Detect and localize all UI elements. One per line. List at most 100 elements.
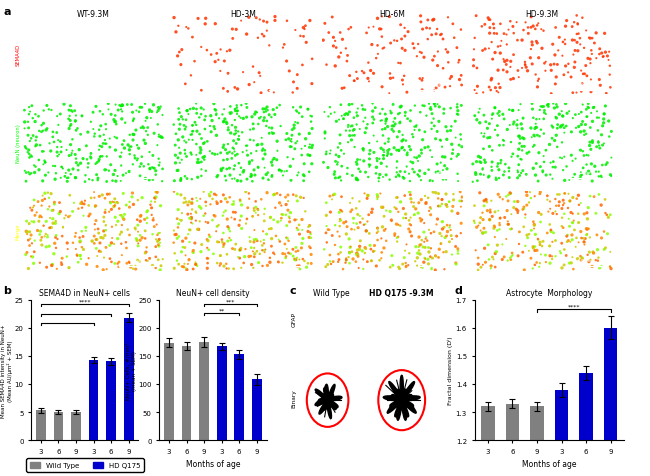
Point (268, 107, 278, 114)
Point (294, 110, 304, 118)
Point (281, 222, 292, 230)
Point (381, 238, 391, 245)
Point (366, 246, 376, 253)
Point (266, 243, 277, 250)
Point (86, 155, 96, 162)
Point (545, 252, 555, 260)
Point (571, 31, 582, 39)
Point (494, 142, 504, 150)
Point (190, 119, 200, 127)
Point (64, 116, 74, 123)
Point (446, 156, 456, 163)
Point (292, 138, 302, 146)
Point (497, 241, 508, 248)
Point (295, 194, 306, 202)
Point (34, 259, 45, 267)
Bar (217, 347, 226, 440)
Point (363, 25, 374, 32)
Point (248, 64, 258, 71)
Point (353, 106, 363, 113)
Point (171, 29, 181, 37)
Point (529, 225, 539, 233)
Point (385, 70, 395, 78)
Point (362, 218, 372, 226)
Point (242, 152, 253, 160)
Point (47, 207, 57, 215)
Point (364, 230, 374, 238)
Point (320, 130, 330, 138)
Point (122, 245, 132, 252)
Point (59, 215, 70, 223)
Point (494, 109, 504, 116)
Point (286, 177, 296, 185)
Point (377, 126, 387, 134)
Point (441, 248, 451, 256)
Point (244, 159, 255, 167)
Point (490, 224, 501, 231)
Point (352, 251, 363, 258)
Point (216, 236, 227, 244)
Point (467, 161, 478, 169)
Point (209, 100, 219, 108)
Point (528, 243, 539, 251)
Point (512, 20, 522, 27)
Point (86, 119, 96, 126)
Point (170, 250, 180, 258)
Point (155, 267, 165, 274)
Point (519, 136, 529, 143)
Point (218, 142, 229, 149)
Point (101, 244, 111, 252)
Point (578, 235, 589, 243)
Point (372, 237, 383, 244)
Point (97, 192, 107, 199)
Point (294, 262, 304, 270)
Point (153, 241, 164, 249)
Point (566, 129, 577, 137)
Point (157, 166, 168, 173)
Point (581, 131, 592, 139)
Legend: Wild Type, HD Q175: Wild Type, HD Q175 (26, 458, 144, 472)
Point (410, 211, 420, 219)
Point (539, 130, 549, 138)
Point (128, 131, 138, 139)
Point (235, 198, 246, 206)
Point (304, 130, 315, 138)
Point (52, 236, 62, 243)
Point (95, 143, 105, 150)
Point (29, 260, 39, 268)
Point (250, 198, 261, 206)
Point (306, 235, 316, 242)
Point (566, 74, 577, 82)
Point (591, 169, 601, 176)
Point (430, 252, 441, 260)
Point (360, 221, 370, 228)
Point (168, 121, 179, 129)
Point (124, 259, 135, 267)
Point (222, 49, 232, 56)
Point (323, 226, 333, 234)
Point (556, 108, 567, 116)
Point (134, 109, 144, 116)
Point (337, 163, 347, 171)
Point (544, 141, 554, 149)
Point (474, 219, 485, 227)
Point (471, 224, 482, 231)
Point (352, 251, 362, 259)
Point (519, 143, 530, 151)
Point (417, 264, 428, 272)
Point (212, 223, 222, 231)
Point (408, 203, 419, 211)
Point (141, 128, 151, 136)
Point (206, 189, 216, 197)
Point (177, 134, 188, 141)
Point (116, 240, 127, 248)
Point (137, 194, 148, 202)
Point (493, 89, 504, 97)
Point (514, 107, 524, 115)
Point (347, 101, 358, 109)
Point (414, 247, 424, 255)
Point (259, 118, 269, 125)
Point (424, 178, 435, 185)
Point (240, 246, 251, 253)
Point (512, 125, 523, 133)
